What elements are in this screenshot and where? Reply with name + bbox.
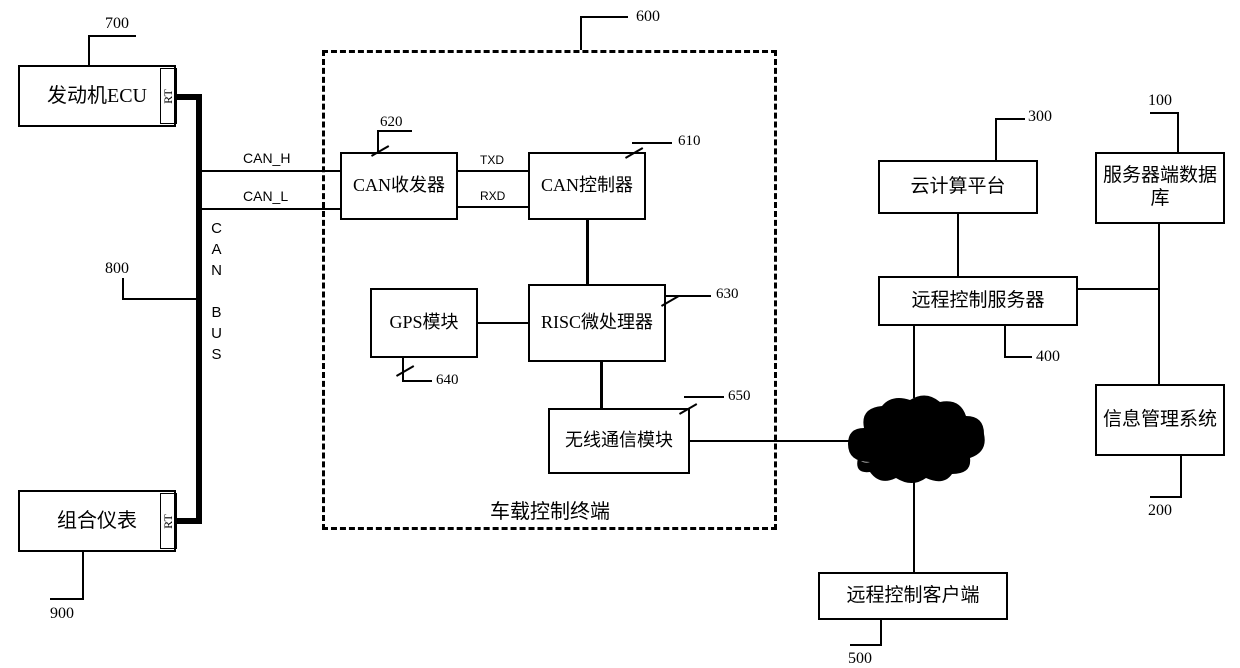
ref-line-600b [580, 16, 582, 50]
ref-900: 900 [50, 605, 74, 623]
remote-server-box: 远程控制服务器 [878, 276, 1078, 326]
can-ctrl-label: CAN控制器 [541, 175, 633, 197]
ref-line-800b [122, 278, 124, 300]
cloud-platform-label: 云计算平台 [910, 176, 1005, 199]
can-l-line [200, 208, 342, 210]
canctrl-risc-line [586, 220, 589, 284]
terminal-title: 车载控制终端 [490, 495, 610, 524]
ref-line-900 [82, 552, 84, 598]
can-ctrl-box: CAN控制器 [528, 152, 646, 220]
risc-label: RISC微处理器 [541, 312, 653, 334]
ref-640: 640 [436, 372, 459, 389]
can-h-line [200, 170, 342, 172]
rxd-line [458, 206, 528, 208]
ref-line-500 [880, 620, 882, 644]
ref-line-700 [88, 35, 90, 65]
ref-line-100b [1150, 112, 1178, 114]
ref-line-800 [122, 298, 197, 300]
ref-line-600 [580, 16, 628, 18]
ref-200: 200 [1148, 502, 1172, 520]
ref-line-400 [1004, 326, 1006, 356]
risc-wireless-line [600, 362, 603, 408]
instrument-label: 组合仪表 [57, 509, 137, 533]
cp-rs-line [957, 214, 959, 276]
rs-db-v [1158, 224, 1160, 290]
rt-box-bottom: RT [160, 493, 177, 549]
ref-line-100 [1177, 112, 1179, 152]
rxd-label: RXD [480, 189, 505, 203]
ref-100: 100 [1148, 92, 1172, 110]
cloud-client-v [913, 482, 915, 572]
ref-700: 700 [105, 15, 129, 33]
ref-line-300b [995, 118, 1025, 120]
engine-ecu-label: 发动机ECU [47, 84, 147, 108]
ref-630: 630 [716, 286, 739, 303]
info-mgmt-label: 信息管理系统 [1103, 409, 1217, 432]
gps-label: GPS模块 [389, 312, 458, 334]
ref-500: 500 [848, 650, 872, 668]
gps-risc-line [478, 322, 528, 324]
remote-client-box: 远程控制客户端 [818, 572, 1008, 620]
can-bus-top-h [176, 94, 202, 100]
cloud-icon [840, 392, 990, 487]
info-mgmt-box: 信息管理系统 [1095, 384, 1225, 456]
instrument-box: 组合仪表 [18, 490, 176, 552]
can-h-label: CAN_H [243, 150, 290, 166]
ref-610: 610 [678, 133, 701, 150]
cloud-platform-box: 云计算平台 [878, 160, 1038, 214]
remote-server-label: 远程控制服务器 [911, 290, 1044, 313]
ref-400: 400 [1036, 348, 1060, 366]
can-bus-vertical [196, 94, 202, 524]
rt-box-top: RT [160, 68, 177, 124]
rt-text-bottom: RT [161, 514, 176, 529]
rt-text-top: RT [161, 89, 176, 104]
can-bus-label: CAN BUS [208, 220, 225, 367]
can-trx-box: CAN收发器 [340, 152, 458, 220]
remote-client-label: 远程控制客户端 [846, 585, 979, 608]
ref-line-500b [850, 644, 882, 646]
txd-label: TXD [480, 153, 504, 167]
slash-620 [370, 140, 390, 160]
server-db-box: 服务器端数据库 [1095, 152, 1225, 224]
can-trx-label: CAN收发器 [353, 175, 445, 197]
ref-line-200b [1150, 496, 1182, 498]
engine-ecu-box: 发动机ECU [18, 65, 176, 127]
ref-line-400b [1004, 356, 1032, 358]
ref-600: 600 [636, 8, 660, 26]
ref-line-200 [1180, 456, 1182, 496]
ref-800: 800 [105, 260, 129, 278]
ref-line-700b [88, 35, 136, 37]
slash-610 [624, 142, 644, 162]
wireless-box: 无线通信模块 [548, 408, 690, 474]
rs-im-v [1158, 288, 1160, 384]
wireless-label: 无线通信模块 [565, 430, 673, 452]
slash-650 [678, 398, 698, 418]
risc-box: RISC微处理器 [528, 284, 666, 362]
server-db-label: 服务器端数据库 [1097, 165, 1223, 211]
ref-300: 300 [1028, 108, 1052, 126]
ref-650: 650 [728, 388, 751, 405]
ref-620: 620 [380, 114, 403, 131]
ref-line-300 [995, 118, 997, 160]
txd-line [458, 170, 528, 172]
ref-line-640b [402, 380, 432, 382]
rs-db-h [1078, 288, 1160, 290]
can-bus-bot-h [176, 518, 202, 524]
ref-line-900b [50, 598, 84, 600]
slash-630 [660, 290, 680, 310]
can-l-label: CAN_L [243, 188, 288, 204]
wireless-cloud-line [690, 440, 850, 442]
gps-box: GPS模块 [370, 288, 478, 358]
slash-640 [395, 360, 415, 380]
